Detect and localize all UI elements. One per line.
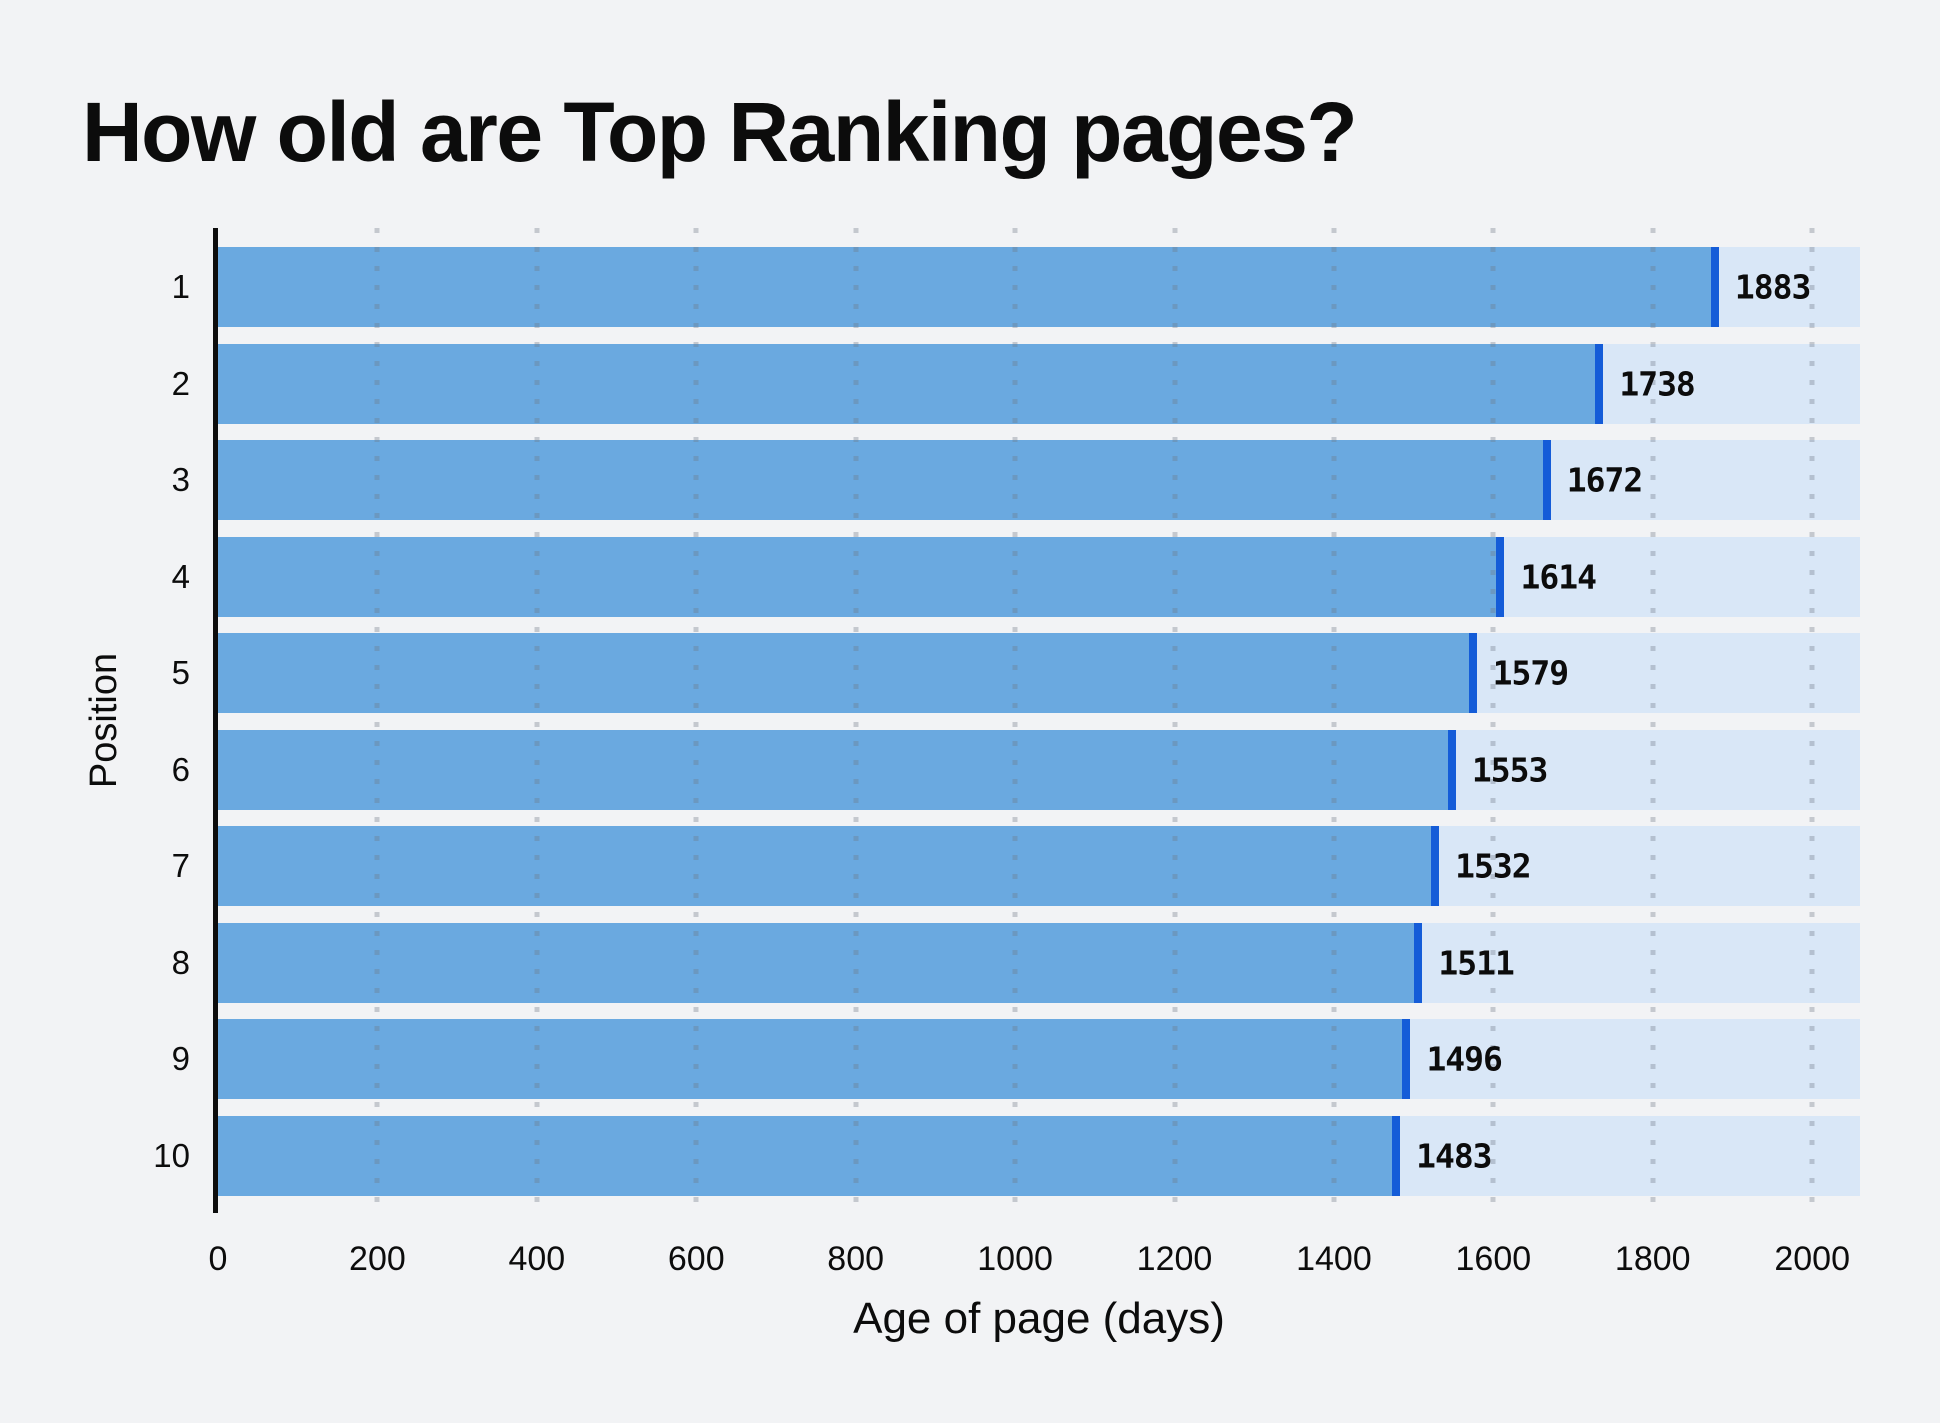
value-label-9: 1496 (1426, 1039, 1502, 1079)
y-axis-line (213, 228, 218, 1213)
bar-track-row-9 (218, 1019, 1860, 1100)
bar-position-5 (218, 633, 1477, 714)
y-tick-label-9: 9 (171, 1040, 190, 1078)
bar-track-row-10 (218, 1115, 1860, 1196)
value-row-1: 1883 (218, 247, 1860, 327)
x-tick-label-400: 400 (508, 1240, 566, 1278)
bar-track-row-1 (218, 247, 1860, 327)
bar-position-2 (218, 343, 1604, 424)
bar-position-6 (218, 729, 1456, 810)
x-tick-label-1400: 1400 (1296, 1240, 1372, 1278)
bar-track-row-3 (218, 440, 1860, 521)
y-tick-label-3: 3 (171, 461, 190, 499)
value-row-8: 1511 (218, 923, 1860, 1003)
bar-position-1 (218, 247, 1719, 327)
bar-track-row-8 (218, 922, 1860, 1003)
value-row-4: 1614 (218, 537, 1860, 617)
bar-track-row-6 (218, 729, 1860, 810)
y-tick-label-5: 5 (171, 654, 190, 692)
value-label-4: 1614 (1520, 557, 1596, 597)
y-tick-label-7: 7 (171, 847, 190, 885)
x-tick-label-1800: 1800 (1614, 1240, 1691, 1278)
value-labels-layer: 1883 1738 1672 1614 1579 1553 1532 1511 1496 1483 (218, 247, 1860, 1196)
bar-position-8 (218, 922, 1423, 1003)
bar-position-4 (218, 536, 1505, 617)
bar-position-10 (218, 1115, 1401, 1196)
bar-position-7 (218, 826, 1440, 907)
x-tick-label-600: 600 (667, 1240, 725, 1278)
bar-track-row-7 (218, 826, 1860, 907)
value-label-2: 1738 (1619, 364, 1695, 404)
y-axis-tick-labels: 1 2 3 4 5 6 7 8 9 10 (0, 247, 190, 1196)
x-tick-label-200: 200 (349, 1240, 406, 1278)
x-tick-label-2000: 2000 (1774, 1240, 1850, 1278)
y-tick-label-4: 4 (171, 557, 190, 595)
value-row-5: 1579 (218, 633, 1860, 713)
value-label-6: 1553 (1471, 750, 1548, 790)
value-row-9: 1496 (218, 1019, 1860, 1099)
bar-track-row-2 (218, 343, 1860, 424)
value-row-6: 1553 (218, 730, 1860, 810)
value-label-5: 1579 (1492, 653, 1569, 693)
value-label-8: 1511 (1438, 943, 1514, 983)
bar-track-row-4 (218, 536, 1860, 617)
value-label-1: 1883 (1734, 267, 1811, 307)
x-tick-label-1200: 1200 (1136, 1240, 1213, 1278)
value-label-10: 1483 (1416, 1136, 1492, 1176)
y-tick-label-8: 8 (171, 943, 190, 981)
x-tick-label-800: 800 (827, 1240, 885, 1278)
x-tick-label-0: 0 (208, 1240, 228, 1278)
chart-title: How old are Top Ranking pages? (82, 85, 1358, 179)
bars-layer (218, 247, 1860, 1196)
y-tick-label-6: 6 (171, 750, 190, 788)
bar-track-row-5 (218, 633, 1860, 714)
x-axis-title: Age of page (days) (853, 1294, 1225, 1343)
bar-position-9 (218, 1019, 1411, 1100)
value-row-7: 1532 (218, 826, 1860, 906)
bar-position-3 (218, 440, 1551, 521)
x-tick-label-1600: 1600 (1455, 1240, 1532, 1278)
y-tick-label-2: 2 (171, 364, 190, 402)
x-axis-tick-labels: 0 200 400 600 800 1000 1200 1400 1600 1800 2000 (209, 1240, 1860, 1286)
x-tick-label-1000: 1000 (977, 1240, 1053, 1278)
value-row-3: 1672 (218, 440, 1860, 520)
y-tick-label-10: 10 (153, 1136, 190, 1174)
value-row-10: 1483 (218, 1116, 1860, 1196)
value-row-2: 1738 (218, 344, 1860, 424)
value-label-3: 1672 (1566, 460, 1643, 500)
value-label-7: 1532 (1455, 846, 1531, 886)
y-tick-label-1: 1 (171, 268, 190, 305)
